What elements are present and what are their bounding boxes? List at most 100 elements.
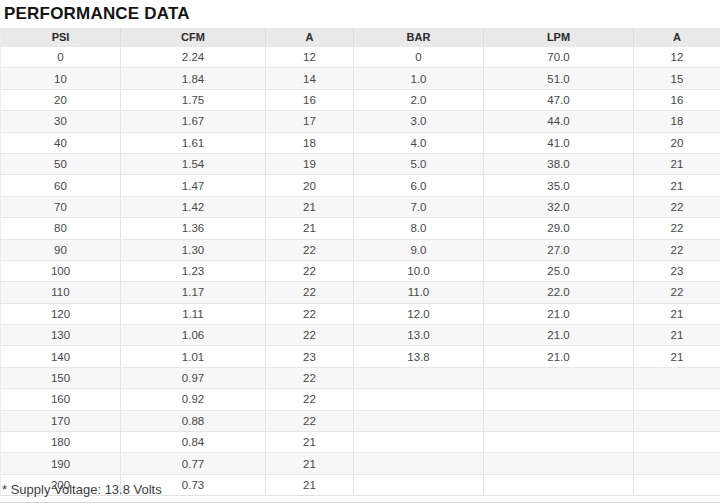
table-cell: 12 <box>266 47 354 68</box>
table-cell: 35.0 <box>484 175 634 196</box>
table-cell: 1.84 <box>121 68 266 89</box>
table-row: 601.47206.035.021 <box>1 175 720 196</box>
table-cell: 1.06 <box>121 325 266 346</box>
table-cell: 1.17 <box>121 282 266 303</box>
table-cell: 21 <box>266 196 354 217</box>
table-cell: 120 <box>1 303 121 324</box>
table-cell: 90 <box>1 239 121 260</box>
table-cell: 140 <box>1 346 121 367</box>
table-cell: 21 <box>634 303 720 324</box>
table-cell: 7.0 <box>354 196 484 217</box>
table-cell: 0.88 <box>121 410 266 431</box>
table-row: 301.67173.044.018 <box>1 111 720 132</box>
table-cell: 22 <box>634 282 720 303</box>
column-header-bar-3: BAR <box>354 28 484 47</box>
performance-table: PSICFMABARLPMA 02.2412070.012101.84141.0… <box>0 28 720 496</box>
table-cell: 19 <box>266 153 354 174</box>
table-cell: 22 <box>634 196 720 217</box>
table-cell: 22.0 <box>484 282 634 303</box>
column-header-cfm-1: CFM <box>121 28 266 47</box>
table-cell: 0.97 <box>121 367 266 388</box>
table-cell: 70 <box>1 196 121 217</box>
column-header-a-2: A <box>266 28 354 47</box>
table-cell <box>634 453 720 474</box>
table-cell <box>354 453 484 474</box>
table-cell: 21 <box>266 218 354 239</box>
table-cell: 18 <box>634 111 720 132</box>
table-cell: 10 <box>1 68 121 89</box>
table-row: 501.54195.038.021 <box>1 153 720 174</box>
table-cell: 16 <box>266 89 354 110</box>
table-cell: 21.0 <box>484 303 634 324</box>
table-cell <box>634 432 720 453</box>
table-cell: 0 <box>1 47 121 68</box>
table-cell <box>484 432 634 453</box>
table-cell: 130 <box>1 325 121 346</box>
table-cell: 22 <box>266 239 354 260</box>
table-cell: 1.67 <box>121 111 266 132</box>
table-cell <box>484 410 634 431</box>
table-cell: 16 <box>634 89 720 110</box>
table-cell: 50 <box>1 153 121 174</box>
table-cell: 100 <box>1 260 121 281</box>
table-cell: 20 <box>1 89 121 110</box>
table-cell: 23 <box>266 346 354 367</box>
table-cell: 0.84 <box>121 432 266 453</box>
table-cell <box>484 474 634 495</box>
table-cell <box>354 410 484 431</box>
table-cell <box>484 453 634 474</box>
table-cell: 6.0 <box>354 175 484 196</box>
table-cell: 21 <box>266 474 354 495</box>
table-cell: 20 <box>266 175 354 196</box>
table-cell <box>484 389 634 410</box>
table-row: 1800.8421 <box>1 432 720 453</box>
table-cell: 20 <box>634 132 720 153</box>
table-cell: 1.47 <box>121 175 266 196</box>
table-cell: 12.0 <box>354 303 484 324</box>
table-row: 901.30229.027.022 <box>1 239 720 260</box>
table-cell <box>634 410 720 431</box>
table-cell: 1.11 <box>121 303 266 324</box>
table-cell <box>354 367 484 388</box>
table-cell: 22 <box>266 389 354 410</box>
table-cell <box>354 474 484 495</box>
table-cell: 17 <box>266 111 354 132</box>
table-cell: 60 <box>1 175 121 196</box>
table-cell: 150 <box>1 367 121 388</box>
table-cell: 40 <box>1 132 121 153</box>
table-cell: 1.0 <box>354 68 484 89</box>
table-row: 801.36218.029.022 <box>1 218 720 239</box>
table-cell: 8.0 <box>354 218 484 239</box>
table-cell: 12 <box>634 47 720 68</box>
table-cell: 190 <box>1 453 121 474</box>
column-header-a-5: A <box>634 28 720 47</box>
table-cell: 22 <box>266 410 354 431</box>
table-row: 1001.232210.025.023 <box>1 260 720 281</box>
table-row: 1101.172211.022.022 <box>1 282 720 303</box>
table-cell: 2.24 <box>121 47 266 68</box>
table-row: 1301.062213.021.021 <box>1 325 720 346</box>
table-cell <box>484 367 634 388</box>
table-cell: 41.0 <box>484 132 634 153</box>
table-cell: 9.0 <box>354 239 484 260</box>
table-cell: 47.0 <box>484 89 634 110</box>
table-row: 1900.7721 <box>1 453 720 474</box>
table-cell: 5.0 <box>354 153 484 174</box>
table-cell <box>354 389 484 410</box>
table-cell: 1.30 <box>121 239 266 260</box>
table-cell <box>634 474 720 495</box>
table-cell: 22 <box>266 282 354 303</box>
table-cell: 3.0 <box>354 111 484 132</box>
table-header: PSICFMABARLPMA <box>1 28 720 47</box>
table-cell <box>634 367 720 388</box>
table-cell: 18 <box>266 132 354 153</box>
table-cell: 38.0 <box>484 153 634 174</box>
table-cell: 70.0 <box>484 47 634 68</box>
table-cell: 180 <box>1 432 121 453</box>
table-cell: 11.0 <box>354 282 484 303</box>
table-cell: 23 <box>634 260 720 281</box>
table-cell: 80 <box>1 218 121 239</box>
table-row: 701.42217.032.022 <box>1 196 720 217</box>
table-row: 1600.9222 <box>1 389 720 410</box>
table-cell: 1.42 <box>121 196 266 217</box>
